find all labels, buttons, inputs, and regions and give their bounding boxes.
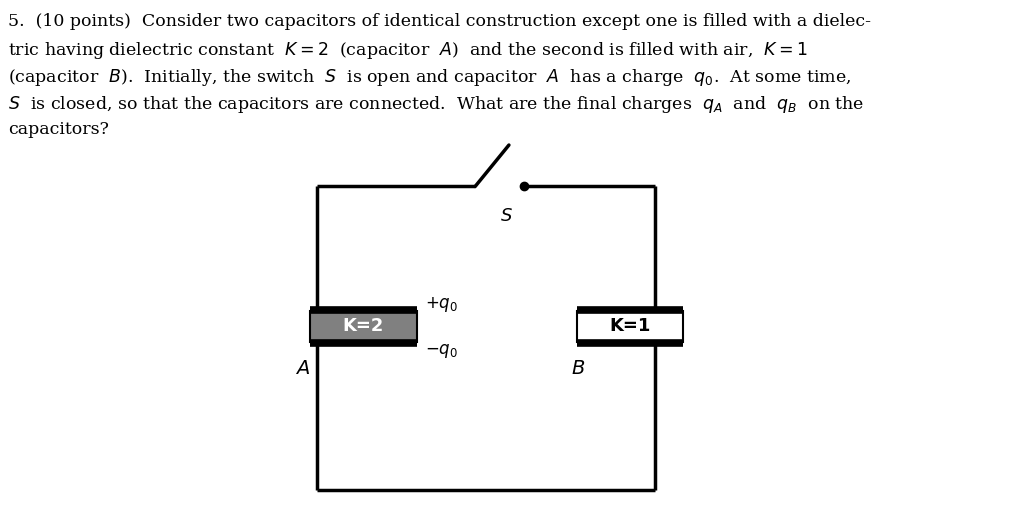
Text: capacitors?: capacitors? [8, 121, 110, 138]
Text: $A$: $A$ [295, 360, 309, 378]
Text: (capacitor  $B$).  Initially, the switch  $S$  is open and capacitor  $A$  has a: (capacitor $B$). Initially, the switch $… [8, 67, 852, 88]
Text: 5.  (10 points)  Consider two capacitors of identical construction except one is: 5. (10 points) Consider two capacitors o… [8, 13, 871, 30]
Text: tric having dielectric constant  $K = 2$  (capacitor  $A$)  and the second is fi: tric having dielectric constant $K = 2$ … [8, 40, 808, 61]
Text: $S$: $S$ [501, 207, 513, 225]
Text: $S$  is closed, so that the capacitors are connected.  What are the final charge: $S$ is closed, so that the capacitors ar… [8, 94, 864, 115]
Bar [577, 311, 683, 342]
Text: K=1: K=1 [609, 318, 650, 335]
Text: K=2: K=2 [343, 318, 384, 335]
Text: $-q_0$: $-q_0$ [425, 342, 458, 360]
Text: $B$: $B$ [571, 360, 586, 378]
Bar [310, 311, 417, 342]
Text: $+q_0$: $+q_0$ [425, 295, 458, 313]
